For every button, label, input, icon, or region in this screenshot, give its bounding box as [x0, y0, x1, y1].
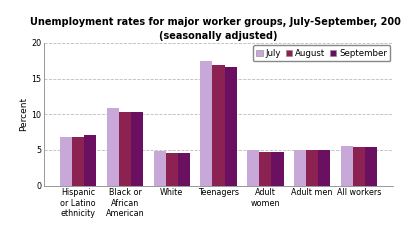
Bar	[353, 147, 365, 186]
Bar	[318, 150, 330, 186]
Bar	[306, 150, 318, 186]
Bar	[294, 150, 306, 186]
Bar	[84, 135, 97, 186]
Bar	[178, 153, 190, 186]
Bar	[119, 112, 131, 186]
Bar	[259, 152, 271, 186]
Bar	[107, 108, 119, 186]
Title: Unemployment rates for major worker groups, July-September, 2004
(seasonally adj: Unemployment rates for major worker grou…	[30, 17, 401, 41]
Legend: July, August, September: July, August, September	[253, 45, 391, 61]
Bar	[72, 137, 84, 186]
Bar	[340, 146, 353, 186]
Bar	[213, 65, 225, 186]
Bar	[365, 147, 377, 186]
Bar	[154, 151, 166, 186]
Bar	[200, 61, 213, 186]
Y-axis label: Percent: Percent	[19, 97, 28, 131]
Bar	[247, 150, 259, 186]
Bar	[131, 112, 143, 186]
Bar	[60, 137, 72, 186]
Bar	[271, 152, 284, 186]
Bar	[166, 153, 178, 186]
Bar	[225, 67, 237, 186]
